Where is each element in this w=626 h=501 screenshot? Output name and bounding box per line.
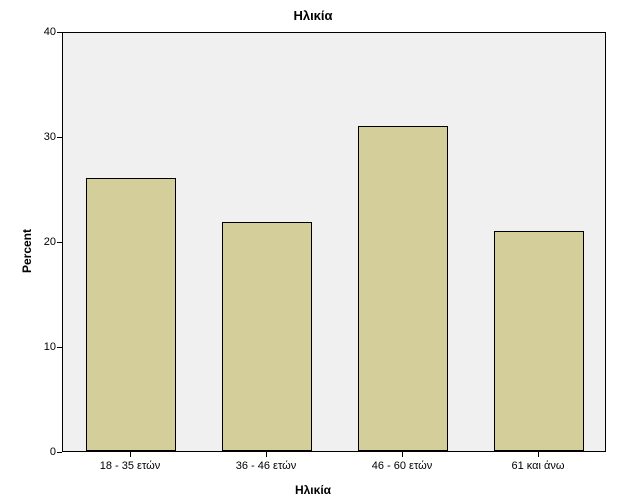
y-tick-label: 10	[44, 341, 56, 353]
x-tick-mark	[538, 452, 539, 457]
x-tick-label: 36 - 46 ετών	[236, 460, 296, 472]
y-tick-mark	[57, 137, 62, 138]
bar	[222, 222, 312, 451]
x-tick-mark	[402, 452, 403, 457]
bar	[86, 178, 176, 451]
x-tick-label: 61 και άνω	[512, 460, 565, 472]
bar	[358, 126, 448, 452]
y-tick-mark	[57, 32, 62, 33]
x-axis-title: Ηλικία	[0, 483, 626, 497]
y-tick-label: 20	[44, 236, 56, 248]
chart-title: Ηλικία	[0, 8, 626, 23]
y-tick-mark	[57, 347, 62, 348]
plot-area	[62, 32, 606, 452]
y-tick-label: 30	[44, 131, 56, 143]
x-tick-label: 46 - 60 ετών	[372, 460, 432, 472]
y-axis-title: Percent	[20, 228, 34, 272]
x-tick-mark	[130, 452, 131, 457]
y-tick-label: 0	[50, 446, 56, 458]
bar-chart: Ηλικία Percent Ηλικία 0 10 20 30 40 18 - 35 …	[0, 0, 626, 501]
x-tick-label: 18 - 35 ετών	[100, 460, 160, 472]
y-tick-mark	[57, 452, 62, 453]
bar	[494, 231, 584, 452]
y-tick-mark	[57, 242, 62, 243]
y-tick-label: 40	[44, 26, 56, 38]
x-tick-mark	[266, 452, 267, 457]
